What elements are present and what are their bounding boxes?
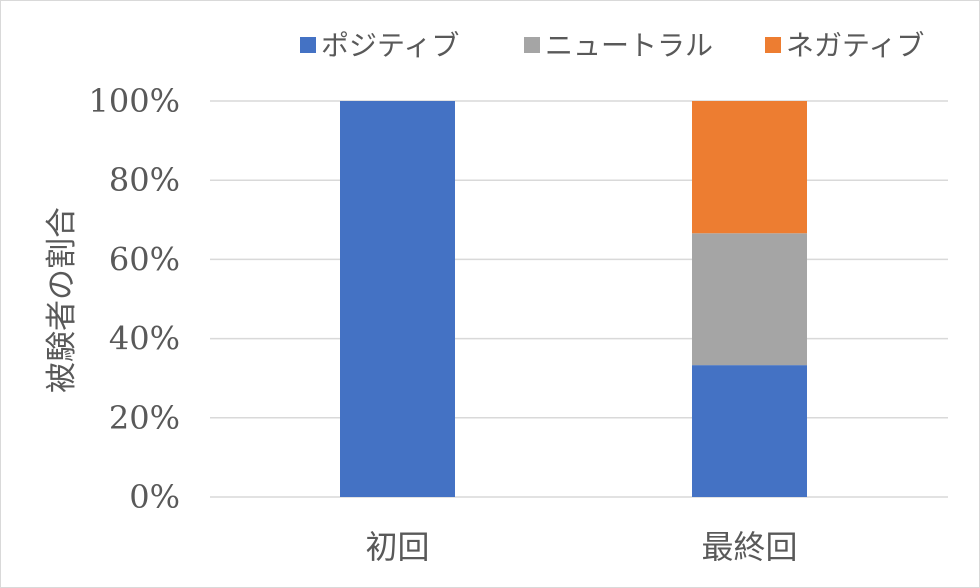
bar-segment <box>340 101 455 497</box>
x-axis-categories: 初回 最終回 <box>365 528 797 566</box>
x-category-label: 最終回 <box>701 528 797 566</box>
bar-segment <box>692 233 807 366</box>
y-axis-title: 被験者の割合 <box>44 207 80 393</box>
y-tick-label: 80% <box>109 161 180 199</box>
y-axis-ticks: 0% 20% 40% 60% 80% 100% <box>89 82 180 516</box>
legend-label: ネガティブ <box>786 29 924 62</box>
legend-label: ニュートラル <box>545 29 713 62</box>
y-tick-label: 0% <box>129 478 180 516</box>
bars <box>340 101 807 497</box>
y-tick-label: 60% <box>109 240 180 278</box>
y-tick-label: 20% <box>109 399 180 437</box>
legend: ポジティブ ニュートラル ネガティブ <box>300 29 924 62</box>
y-tick-label: 100% <box>89 82 180 120</box>
legend-swatch <box>524 37 540 53</box>
legend-label: ポジティブ <box>321 29 459 62</box>
bar-segment <box>692 365 807 497</box>
gridlines <box>210 100 948 498</box>
y-tick-label: 40% <box>109 320 180 358</box>
bar-segment <box>692 101 807 234</box>
legend-swatch <box>300 37 316 53</box>
legend-swatch <box>765 37 781 53</box>
x-category-label: 初回 <box>365 528 429 566</box>
